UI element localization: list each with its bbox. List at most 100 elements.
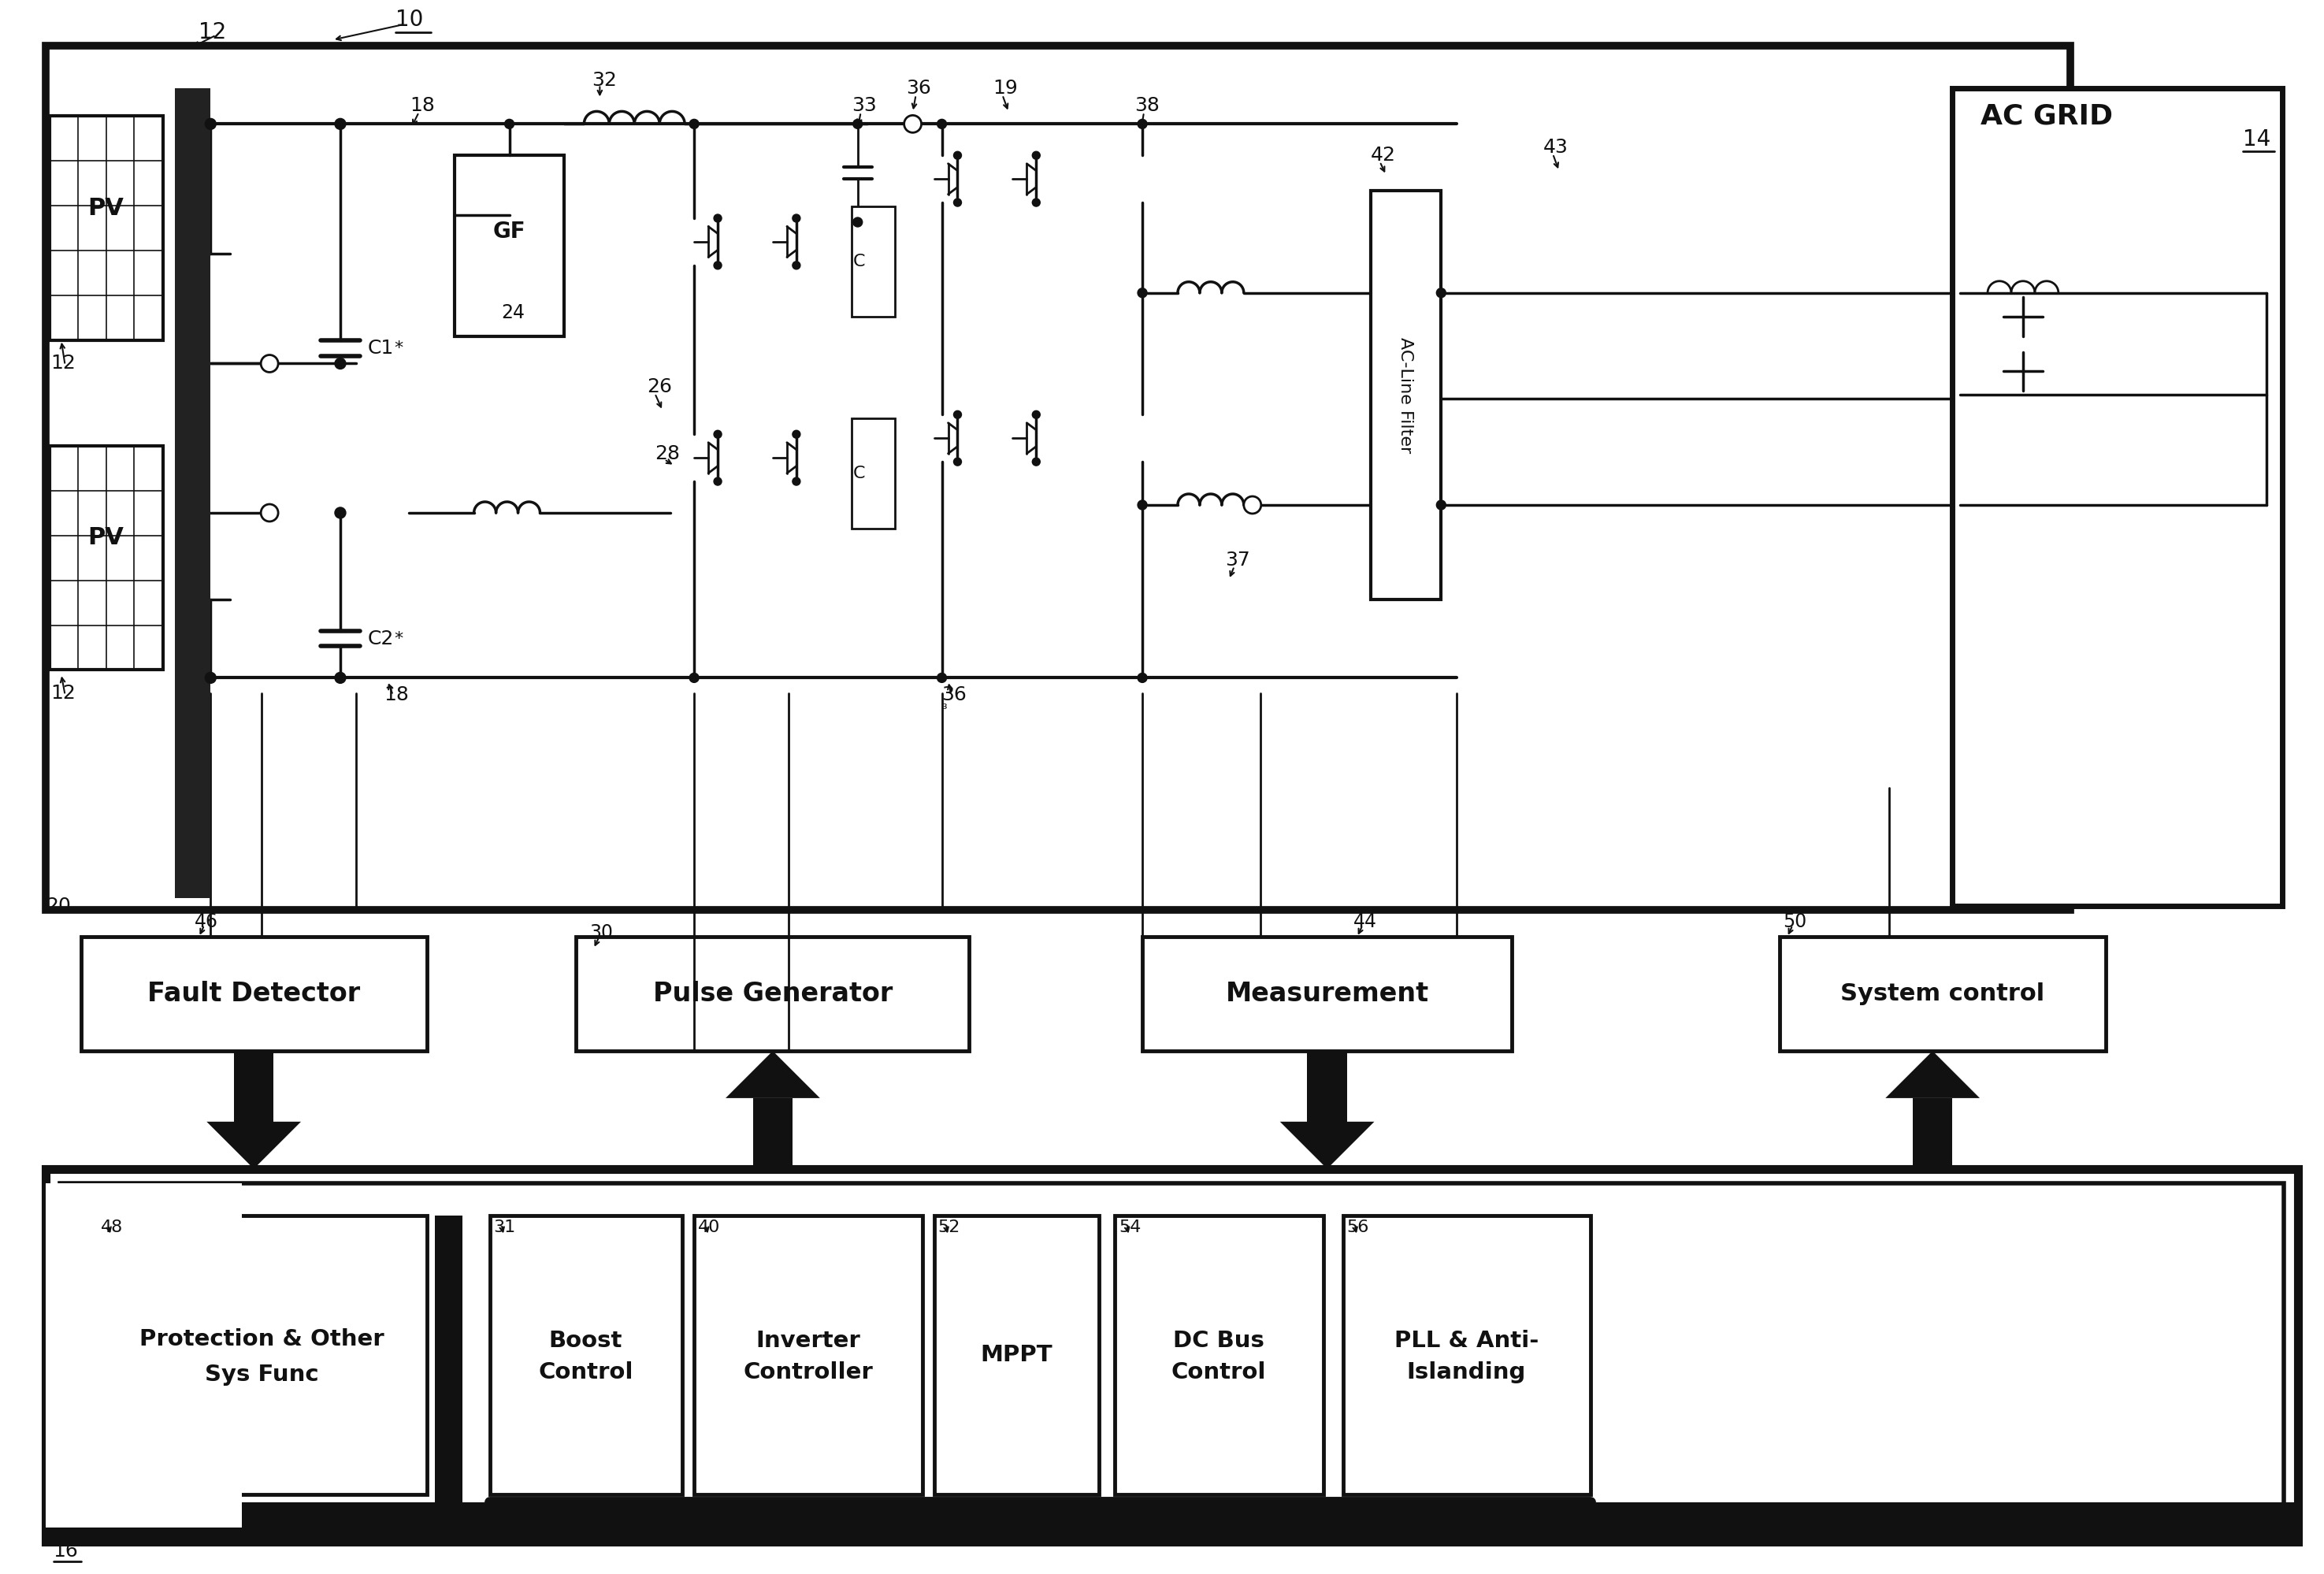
Bar — [49, 116, 163, 340]
Text: 54: 54 — [1118, 1220, 1141, 1236]
Text: Sys Func: Sys Func — [205, 1363, 318, 1385]
Text: DC Bus: DC Bus — [1174, 1330, 1264, 1352]
Bar — [1780, 937, 2106, 1051]
Text: 33: 33 — [851, 96, 876, 115]
Bar — [851, 419, 895, 529]
Circle shape — [1139, 288, 1148, 297]
Text: 36: 36 — [941, 686, 967, 705]
Circle shape — [260, 504, 279, 521]
Text: MPPT: MPPT — [981, 1344, 1053, 1366]
Text: 52: 52 — [939, 1220, 960, 1236]
Circle shape — [690, 674, 700, 683]
Bar — [46, 46, 2071, 910]
Text: 44: 44 — [1353, 911, 1376, 930]
Bar — [174, 88, 211, 897]
Circle shape — [792, 477, 799, 485]
Text: Pulse Generator: Pulse Generator — [653, 981, 892, 1007]
Circle shape — [1032, 198, 1041, 206]
Polygon shape — [207, 1122, 302, 1169]
Bar — [81, 937, 428, 1051]
Text: PLL & Anti-: PLL & Anti- — [1394, 1330, 1538, 1352]
Text: 36: 36 — [906, 79, 932, 98]
Circle shape — [792, 261, 799, 269]
Text: 19: 19 — [992, 79, 1018, 98]
Circle shape — [853, 217, 862, 227]
Text: 18: 18 — [383, 686, 409, 705]
Circle shape — [260, 354, 279, 371]
Circle shape — [1139, 501, 1148, 510]
Bar — [46, 1169, 2298, 1543]
Text: C1: C1 — [367, 338, 395, 357]
Text: 24: 24 — [502, 304, 525, 323]
Text: C: C — [853, 466, 865, 482]
Circle shape — [853, 120, 862, 129]
Circle shape — [205, 672, 216, 683]
Circle shape — [335, 507, 346, 518]
Bar — [46, 1184, 242, 1528]
Text: 46: 46 — [195, 911, 218, 930]
Text: 40: 40 — [697, 1220, 720, 1236]
Text: Fault Detector: Fault Detector — [146, 981, 360, 1007]
Bar — [1143, 937, 1513, 1051]
Circle shape — [713, 477, 723, 485]
Text: *: * — [393, 631, 402, 647]
Circle shape — [1032, 458, 1041, 466]
Bar — [49, 445, 163, 671]
Text: 50: 50 — [1783, 911, 1808, 930]
Bar — [851, 206, 895, 316]
Bar — [1952, 88, 2282, 905]
Bar — [1308, 1051, 1348, 1122]
Circle shape — [335, 672, 346, 683]
Circle shape — [937, 120, 946, 129]
Bar — [235, 1051, 274, 1122]
Text: C: C — [853, 253, 865, 269]
Bar — [453, 156, 565, 337]
Text: 30: 30 — [590, 924, 614, 943]
Circle shape — [1436, 288, 1446, 297]
Bar — [753, 1099, 792, 1169]
Text: PV: PV — [88, 527, 123, 549]
Text: PV: PV — [88, 197, 123, 219]
Circle shape — [904, 115, 920, 132]
Circle shape — [504, 120, 514, 129]
Text: 12: 12 — [200, 20, 225, 42]
Text: 42: 42 — [1371, 146, 1397, 165]
Circle shape — [335, 357, 346, 368]
Text: 12: 12 — [51, 685, 77, 704]
Text: 32: 32 — [593, 71, 618, 90]
Text: C2: C2 — [367, 630, 395, 648]
Circle shape — [1032, 151, 1041, 159]
Bar — [576, 937, 969, 1051]
Bar — [1371, 190, 1441, 600]
Circle shape — [792, 430, 799, 438]
Circle shape — [713, 430, 723, 438]
Text: Protection & Other: Protection & Other — [139, 1328, 383, 1350]
Bar — [46, 1503, 2298, 1543]
Text: Boost: Boost — [548, 1330, 623, 1352]
Text: GF: GF — [493, 220, 525, 242]
Circle shape — [1436, 501, 1446, 510]
Circle shape — [953, 151, 962, 159]
Text: AC-Line Filter: AC-Line Filter — [1397, 337, 1413, 453]
Text: 31: 31 — [493, 1220, 516, 1236]
Text: System control: System control — [1841, 982, 2045, 1006]
Circle shape — [205, 118, 216, 129]
Text: Controller: Controller — [744, 1362, 874, 1384]
Bar — [490, 1217, 683, 1495]
Text: ₃: ₃ — [941, 699, 948, 713]
Text: Measurement: Measurement — [1225, 981, 1429, 1007]
Circle shape — [1032, 411, 1041, 419]
Circle shape — [1243, 496, 1262, 513]
Text: 10: 10 — [395, 8, 423, 30]
Text: Islanding: Islanding — [1406, 1362, 1527, 1384]
Bar — [695, 1217, 923, 1495]
Bar — [1913, 1099, 1952, 1169]
Polygon shape — [1281, 1122, 1373, 1169]
Bar — [435, 1217, 462, 1543]
Text: Inverter: Inverter — [755, 1330, 860, 1352]
Text: 48: 48 — [100, 1220, 123, 1236]
Text: Control: Control — [1171, 1362, 1267, 1384]
Text: 18: 18 — [409, 96, 435, 115]
Text: Control: Control — [539, 1362, 632, 1384]
Text: 38: 38 — [1134, 96, 1160, 115]
